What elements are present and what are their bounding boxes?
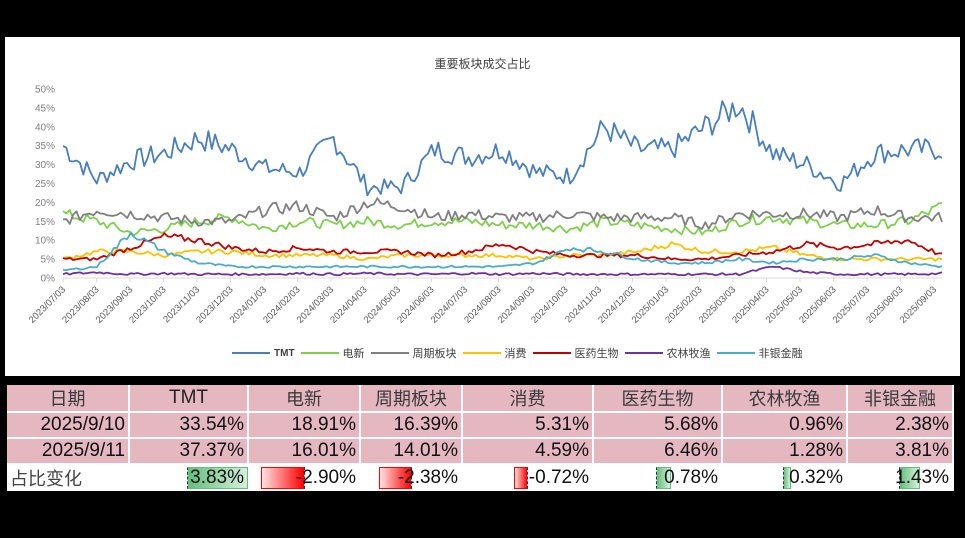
legend-item: 消费 xyxy=(462,345,527,361)
change-cell: -0.72% xyxy=(462,464,594,491)
column-header: 非银金融 xyxy=(847,385,954,413)
y-axis: 0% 5% 10% 15% 20% 25% 30% 35% 40% 45% 50% xyxy=(35,85,55,285)
change-row-label: 占比变化 xyxy=(7,464,130,491)
legend-item: 周期板块 xyxy=(370,345,457,361)
value-cell: 5.68% xyxy=(593,412,723,439)
change-value: -0.72% xyxy=(528,467,589,488)
legend-label: 非银金融 xyxy=(758,347,803,360)
change-row: 占比变化 3.83% -2.90% -2.38% -0.72% 0.78% 0.32% 1.4… xyxy=(7,464,954,491)
legend-label: TMT xyxy=(274,347,295,359)
legend-line-icon xyxy=(624,352,663,354)
legend-label: 周期板块 xyxy=(412,347,457,360)
change-value: 0.32% xyxy=(789,467,843,488)
value-cell: 16.01% xyxy=(248,438,361,465)
legend-line-icon xyxy=(232,352,270,354)
change-cell: 3.83% xyxy=(129,464,249,491)
change-cell: 0.32% xyxy=(722,464,848,491)
legend-item: 农林牧渔 xyxy=(624,345,711,361)
y-tick-label: 10% xyxy=(35,236,55,247)
legend-label: 医药生物 xyxy=(574,347,619,360)
change-value: 3.83% xyxy=(190,467,244,488)
value-cell: 16.39% xyxy=(360,412,463,439)
change-cell: 0.78% xyxy=(593,464,723,491)
legend-label: 农林牧渔 xyxy=(666,347,711,360)
table-row: 2025/9/10 33.54% 18.91% 16.39% 5.31% 5.68% 0.9… xyxy=(7,412,954,439)
series-line-4 xyxy=(62,232,942,262)
series-line-3 xyxy=(62,241,943,262)
legend-label: 电新 xyxy=(342,347,365,360)
series-line-0 xyxy=(62,100,943,197)
y-tick-label: 0% xyxy=(41,274,56,285)
legend-line-icon xyxy=(532,352,571,354)
series-line-2 xyxy=(62,197,943,230)
data-bar-positive xyxy=(656,467,672,489)
legend-item: TMT xyxy=(232,348,295,359)
change-value: 0.78% xyxy=(664,467,718,488)
y-tick-label: 25% xyxy=(35,179,55,190)
series-line-6 xyxy=(62,232,943,272)
summary-table: 日期 TMT 电新 周期板块 消费 医药生物 农林牧渔 非银金融 2025/9/10 33.54… xyxy=(7,385,954,491)
y-tick-label: 5% xyxy=(41,255,56,266)
column-header: 日期 xyxy=(7,385,130,413)
y-tick-label: 50% xyxy=(35,85,55,96)
change-cell: -2.38% xyxy=(360,464,463,491)
y-tick-label: 40% xyxy=(35,122,55,133)
date-cell: 2025/9/11 xyxy=(7,438,130,465)
y-tick-label: 30% xyxy=(35,160,55,171)
data-bar-negative xyxy=(379,467,413,489)
value-cell: 33.54% xyxy=(129,412,249,439)
chart-title: 重要板块成交占比 xyxy=(434,57,531,71)
x-axis: 2023/07/032023/08/032023/09/032023/10/03… xyxy=(27,277,942,326)
legend-item: 非银金融 xyxy=(716,345,803,361)
change-value: -2.38% xyxy=(397,467,458,488)
legend-line-icon xyxy=(370,352,409,354)
date-cell: 2025/9/10 xyxy=(7,412,130,439)
change-cell: 1.43% xyxy=(847,464,954,491)
column-header: 农林牧渔 xyxy=(722,385,848,413)
y-tick-label: 35% xyxy=(35,141,55,152)
value-cell: 2.38% xyxy=(847,412,954,439)
value-cell: 4.59% xyxy=(462,438,594,465)
series-line-1 xyxy=(62,202,943,237)
column-header: TMT xyxy=(129,385,249,413)
change-value: 1.43% xyxy=(895,467,949,488)
data-bar-negative xyxy=(261,467,305,489)
data-bar-positive xyxy=(899,467,921,489)
legend-line-icon xyxy=(300,352,339,354)
data-bar-positive xyxy=(187,467,248,489)
value-cell: 3.81% xyxy=(847,438,954,465)
value-cell: 6.46% xyxy=(593,438,723,465)
value-cell: 18.91% xyxy=(248,412,361,439)
legend-line-icon xyxy=(716,352,755,354)
y-tick-label: 45% xyxy=(35,103,55,114)
y-tick-label: 20% xyxy=(35,198,55,209)
value-cell: 37.37% xyxy=(129,438,249,465)
change-cell: -2.90% xyxy=(248,464,361,491)
series-line-5 xyxy=(62,265,943,277)
legend-item: 电新 xyxy=(300,345,365,361)
value-cell: 1.28% xyxy=(722,438,848,465)
value-cell: 0.96% xyxy=(722,412,848,439)
value-cell: 14.01% xyxy=(360,438,463,465)
column-header: 周期板块 xyxy=(360,385,463,413)
table-header-row: 日期 TMT 电新 周期板块 消费 医药生物 农林牧渔 非银金融 xyxy=(7,385,954,413)
y-tick-label: 15% xyxy=(35,217,55,228)
column-header: 电新 xyxy=(248,385,361,413)
column-header: 医药生物 xyxy=(593,385,723,413)
legend-item: 医药生物 xyxy=(532,345,619,361)
legend-line-icon xyxy=(462,352,501,354)
legend-label: 消费 xyxy=(504,347,527,360)
series-lines xyxy=(62,100,943,277)
value-cell: 5.31% xyxy=(462,412,594,439)
column-header: 消费 xyxy=(462,385,594,413)
chart-panel: 重要板块成交占比 0% 5% 10% 15% 20% 25% 30% 35% 40% 45% 50%… xyxy=(5,37,960,376)
data-bar-positive xyxy=(783,467,792,489)
chart-legend: TMT 电新 周期板块 消费 医药生物 农林牧渔 非银金融 xyxy=(232,345,803,361)
change-value: -2.90% xyxy=(295,467,356,488)
line-chart-plot: 0% 5% 10% 15% 20% 25% 30% 35% 40% 45% 50% 2023/07/… xyxy=(27,85,943,326)
data-bar-negative xyxy=(513,467,528,489)
table-row: 2025/9/11 37.37% 16.01% 14.01% 4.59% 6.46% 1.2… xyxy=(7,438,954,465)
